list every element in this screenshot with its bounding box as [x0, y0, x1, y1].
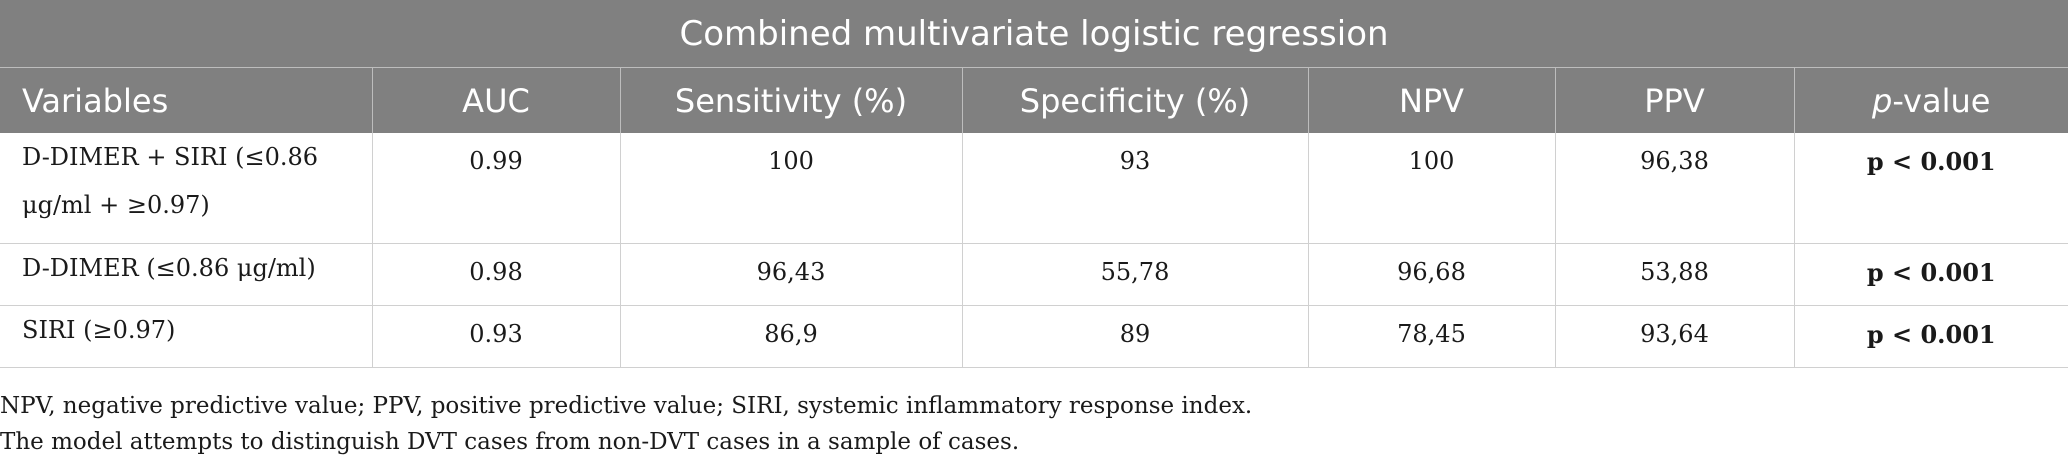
table-footnotes: NPV, negative predictive value; PPV, pos…: [0, 388, 2068, 460]
footnote-abbreviations: NPV, negative predictive value; PPV, pos…: [0, 393, 1253, 419]
cell-ppv: 93,64: [1555, 305, 1795, 368]
cell-npv: 96,68: [1308, 243, 1556, 306]
cell-ppv: 53,88: [1555, 243, 1795, 306]
cell-variable: D-DIMER + SIRI (≤0.86 μg/ml + ≥0.97): [0, 133, 373, 244]
footnote-model: The model attempts to distinguish DVT ca…: [0, 429, 1020, 455]
header-variables: Variables: [0, 67, 373, 133]
cell-auc: 0.98: [372, 243, 621, 306]
cell-ppv: 96,38: [1555, 133, 1795, 244]
cell-p-value: p < 0.001: [1794, 133, 2068, 244]
cell-sensitivity: 100: [620, 133, 963, 244]
cell-auc: 0.93: [372, 305, 621, 368]
table-row: D-DIMER + SIRI (≤0.86 μg/ml + ≥0.97) 0.9…: [0, 133, 2068, 244]
cell-sensitivity: 86,9: [620, 305, 963, 368]
table-title-row: Combined multivariate logistic regressio…: [0, 0, 2068, 68]
results-table-container: Combined multivariate logistic regressio…: [0, 0, 2068, 368]
header-p-rest: -value: [1892, 81, 1991, 120]
table-row: D-DIMER (≤0.86 μg/ml) 0.98 96,43 55,78 9…: [0, 243, 2068, 306]
table-header-row: Variables AUC Sensitivity (%) Specificit…: [0, 67, 2068, 133]
cell-specificity: 55,78: [962, 243, 1309, 306]
cell-variable: D-DIMER (≤0.86 μg/ml): [0, 243, 373, 306]
cell-auc: 0.99: [372, 133, 621, 244]
header-ppv: PPV: [1555, 67, 1795, 133]
cell-sensitivity: 96,43: [620, 243, 963, 306]
cell-variable: SIRI (≥0.97): [0, 305, 373, 368]
cell-npv: 78,45: [1308, 305, 1556, 368]
header-sensitivity: Sensitivity (%): [620, 67, 963, 133]
header-p-value: p-value: [1794, 67, 2068, 133]
header-npv: NPV: [1308, 67, 1556, 133]
header-specificity: Specificity (%): [962, 67, 1309, 133]
cell-p-value: p < 0.001: [1794, 243, 2068, 306]
cell-specificity: 93: [962, 133, 1309, 244]
table-row: SIRI (≥0.97) 0.93 86,9 89 78,45 93,64 p …: [0, 305, 2068, 368]
cell-specificity: 89: [962, 305, 1309, 368]
table-title: Combined multivariate logistic regressio…: [0, 0, 2068, 68]
cell-npv: 100: [1308, 133, 1556, 244]
header-p-italic: p: [1872, 81, 1893, 120]
header-auc: AUC: [372, 67, 621, 133]
results-table: Combined multivariate logistic regressio…: [0, 0, 2068, 368]
cell-p-value: p < 0.001: [1794, 305, 2068, 368]
